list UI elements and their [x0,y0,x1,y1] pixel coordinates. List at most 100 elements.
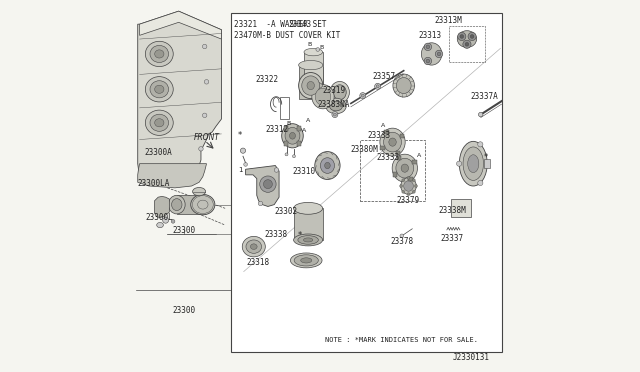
Bar [412,160,417,164]
Circle shape [285,153,288,156]
Ellipse shape [285,127,300,144]
Ellipse shape [421,43,442,65]
Polygon shape [138,11,221,184]
Ellipse shape [396,78,411,93]
Ellipse shape [282,124,303,148]
Ellipse shape [150,45,168,62]
Circle shape [435,50,443,58]
Ellipse shape [155,50,164,58]
Bar [380,146,385,150]
Ellipse shape [330,101,342,111]
Ellipse shape [389,138,396,146]
Ellipse shape [401,177,417,194]
Ellipse shape [468,155,479,173]
Ellipse shape [324,162,330,169]
Bar [408,177,413,181]
Bar [451,199,472,217]
Text: 23313: 23313 [418,31,442,40]
Ellipse shape [304,48,323,56]
Circle shape [424,57,431,65]
Circle shape [241,148,246,153]
Ellipse shape [303,238,313,242]
Text: 23312: 23312 [266,125,289,134]
Circle shape [426,45,429,49]
Bar [177,195,205,214]
Text: 23380M: 23380M [350,145,378,154]
Circle shape [424,43,431,51]
Circle shape [199,147,203,151]
Ellipse shape [155,119,164,127]
Ellipse shape [393,74,415,97]
Text: 23338M: 23338M [438,206,466,215]
Text: B: B [307,42,312,47]
Bar [449,26,484,62]
Circle shape [468,32,476,41]
Ellipse shape [380,128,405,156]
Polygon shape [138,164,207,188]
Ellipse shape [294,202,323,214]
Ellipse shape [326,98,346,114]
Ellipse shape [193,187,205,196]
Circle shape [275,168,278,172]
Ellipse shape [404,181,413,191]
Circle shape [360,93,365,99]
Text: 23302: 23302 [274,207,298,216]
Ellipse shape [299,60,323,70]
Ellipse shape [291,253,322,268]
Bar [392,172,397,176]
Bar [396,151,401,155]
Ellipse shape [294,234,323,246]
Circle shape [202,44,207,49]
Text: 23337A: 23337A [470,92,499,101]
Bar [136,15,231,357]
Ellipse shape [333,85,346,100]
Ellipse shape [321,158,335,173]
Ellipse shape [460,141,487,186]
Circle shape [264,180,273,189]
Bar [297,126,301,131]
Text: FRONT: FRONT [193,133,220,142]
Circle shape [477,180,483,186]
Ellipse shape [401,164,408,172]
Text: 23322: 23322 [255,76,279,84]
Ellipse shape [150,114,168,131]
Ellipse shape [145,41,173,67]
Bar [399,134,404,138]
Ellipse shape [145,110,173,135]
Ellipse shape [457,31,477,47]
Text: 23300A: 23300A [144,148,172,157]
Circle shape [292,155,296,158]
Circle shape [470,35,474,38]
Circle shape [412,190,415,193]
Text: 23383NA: 23383NA [317,100,350,109]
Ellipse shape [392,154,417,182]
Ellipse shape [312,85,334,109]
Text: 23343: 23343 [288,20,311,29]
Circle shape [204,80,209,84]
Circle shape [426,59,429,63]
Text: 23300: 23300 [173,306,196,315]
Circle shape [412,179,415,182]
Circle shape [407,176,410,179]
Ellipse shape [307,81,314,90]
Bar [360,140,425,201]
Ellipse shape [168,195,185,214]
Text: 23378: 23378 [390,237,413,246]
Circle shape [477,142,483,147]
Text: NOTE : *MARK INDICATES NOT FOR SALE.: NOTE : *MARK INDICATES NOT FOR SALE. [325,337,478,343]
Text: 1: 1 [238,167,243,173]
Polygon shape [246,166,279,206]
Ellipse shape [289,132,296,139]
Text: 23310: 23310 [293,167,316,176]
Circle shape [374,83,381,89]
Ellipse shape [315,152,340,179]
Bar [294,208,323,240]
Text: *: * [238,131,242,140]
Text: 23333: 23333 [367,131,390,140]
Bar [484,159,490,168]
Ellipse shape [246,240,262,253]
Ellipse shape [383,132,401,152]
Bar [232,13,502,352]
Text: A: A [381,123,386,128]
Circle shape [259,201,262,206]
